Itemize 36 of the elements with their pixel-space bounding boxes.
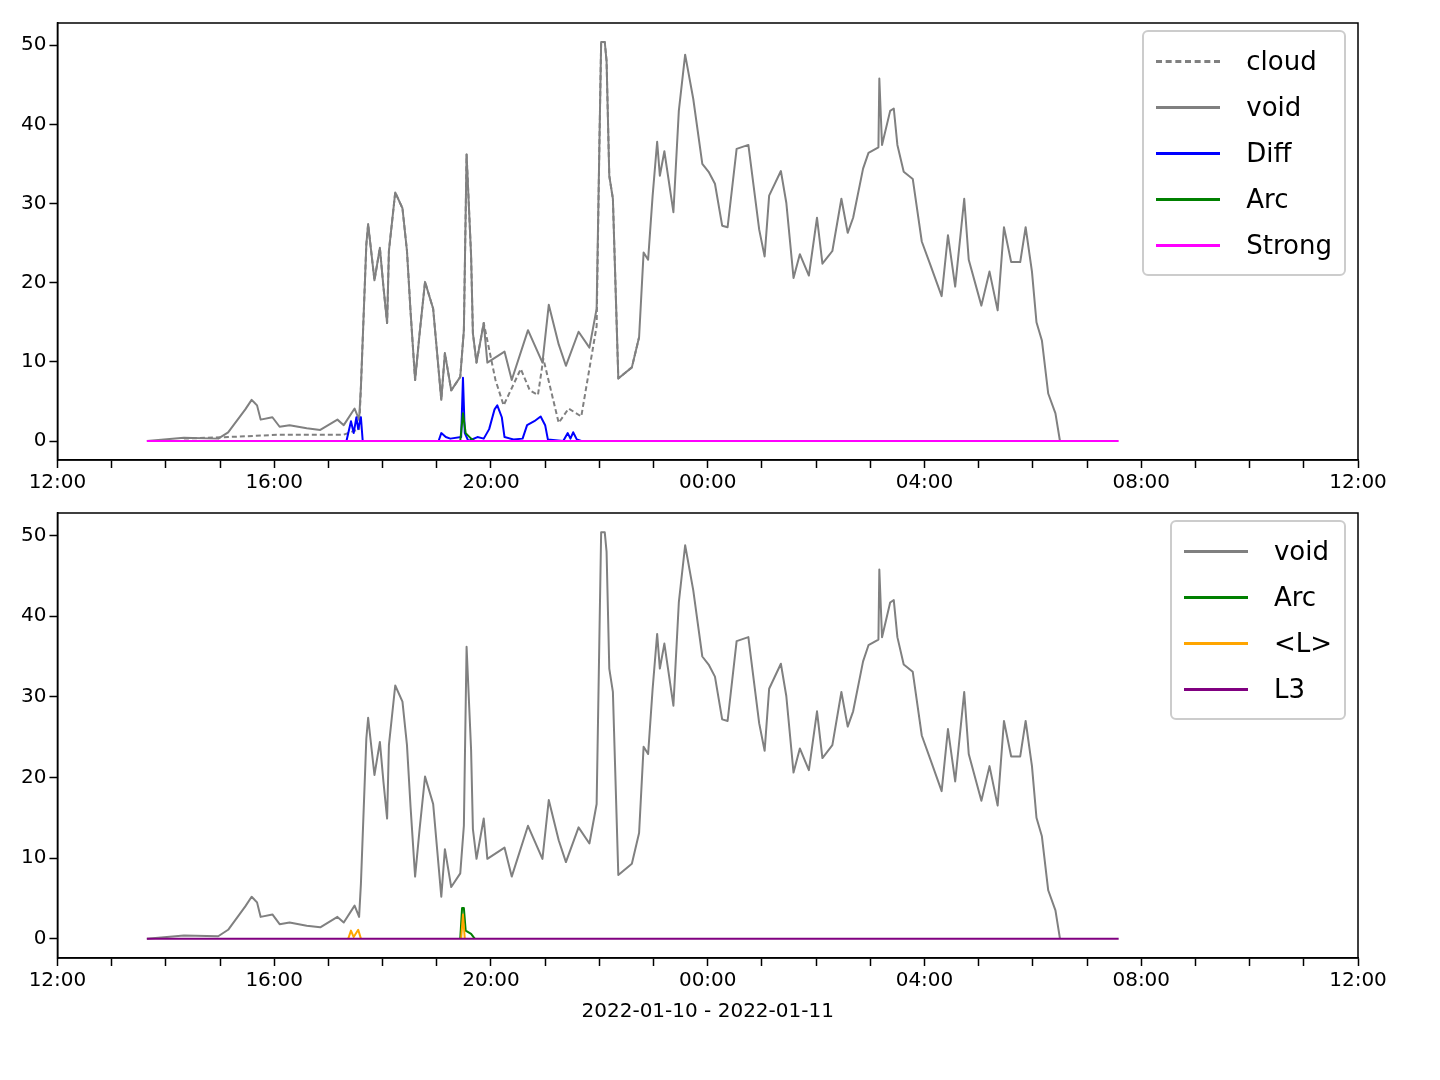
legend-label: Arc (1273, 581, 1317, 614)
y-tick-label: 0 (33, 924, 47, 949)
y-tick-label: 40 (21, 602, 47, 627)
x-tick-label: 08:00 (1112, 967, 1171, 992)
x-tick-label: 16:00 (245, 469, 304, 494)
y-tick-label: 40 (21, 110, 47, 135)
y-tick-label: 30 (21, 189, 47, 214)
y-tick-label: 50 (21, 31, 47, 56)
y-tick-label: 50 (21, 521, 47, 546)
x-tick-label: 00:00 (678, 469, 737, 494)
legend-label: Arc (1246, 183, 1289, 216)
y-tick-label: 30 (21, 683, 47, 708)
x-tick-label: 12:00 (1329, 469, 1387, 494)
x-tick-label: 16:00 (245, 967, 304, 992)
y-tick-label: 10 (21, 844, 47, 869)
legend-label: void (1246, 91, 1302, 124)
x-tick-label: 20:00 (462, 967, 520, 992)
x-axis-title: 2022-01-10 - 2022-01-11 (581, 998, 834, 1023)
legend-label: Strong (1246, 229, 1332, 262)
x-tick-label: 12:00 (28, 967, 87, 992)
x-tick-label: 20:00 (462, 469, 520, 494)
x-tick-label: 04:00 (895, 967, 954, 992)
y-tick-label: 0 (33, 427, 47, 452)
legend-label: void (1273, 535, 1329, 568)
x-tick-label: 04:00 (895, 469, 954, 494)
y-tick-label: 10 (21, 348, 47, 373)
legend-label: Diff (1246, 137, 1292, 170)
x-tick-label: 08:00 (1112, 469, 1171, 494)
x-tick-label: 12:00 (1329, 967, 1387, 992)
y-tick-label: 20 (21, 268, 47, 293)
legend-label: L3 (1273, 673, 1305, 706)
x-tick-label: 12:00 (28, 469, 87, 494)
legend-label: cloud (1246, 45, 1317, 78)
x-tick-label: 00:00 (678, 967, 737, 992)
y-tick-label: 20 (21, 763, 47, 788)
legend-label: <L> (1273, 627, 1332, 660)
